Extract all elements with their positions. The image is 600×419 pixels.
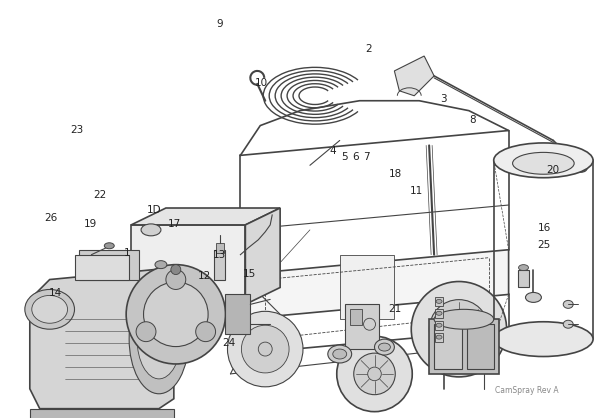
Text: 14: 14 bbox=[49, 288, 62, 298]
Text: 5: 5 bbox=[341, 153, 348, 163]
Text: 20: 20 bbox=[547, 165, 560, 175]
Ellipse shape bbox=[333, 349, 347, 359]
Ellipse shape bbox=[436, 300, 442, 303]
Circle shape bbox=[136, 322, 156, 341]
Polygon shape bbox=[394, 56, 434, 96]
Bar bbox=[345, 304, 379, 349]
Text: CamSpray Rev A: CamSpray Rev A bbox=[494, 386, 559, 395]
Ellipse shape bbox=[434, 309, 494, 329]
Polygon shape bbox=[241, 250, 509, 319]
Text: 16: 16 bbox=[538, 223, 551, 233]
Ellipse shape bbox=[512, 153, 574, 174]
Bar bbox=[74, 255, 129, 279]
Bar bbox=[434, 324, 462, 369]
Text: 13: 13 bbox=[213, 250, 226, 260]
Ellipse shape bbox=[494, 322, 593, 357]
Text: 1: 1 bbox=[124, 248, 130, 258]
Circle shape bbox=[411, 282, 506, 377]
Circle shape bbox=[196, 322, 215, 341]
Ellipse shape bbox=[563, 300, 573, 308]
Bar bbox=[226, 295, 250, 334]
Ellipse shape bbox=[526, 292, 541, 303]
Text: 9: 9 bbox=[216, 19, 223, 29]
Bar bbox=[467, 324, 494, 369]
Circle shape bbox=[171, 265, 181, 274]
Bar bbox=[340, 255, 394, 319]
Ellipse shape bbox=[436, 335, 442, 339]
Ellipse shape bbox=[518, 265, 529, 271]
Bar bbox=[429, 319, 499, 374]
Text: 18: 18 bbox=[389, 169, 402, 179]
Bar bbox=[518, 269, 529, 287]
Circle shape bbox=[126, 265, 226, 364]
Bar bbox=[435, 321, 443, 330]
Ellipse shape bbox=[436, 311, 442, 315]
Ellipse shape bbox=[32, 295, 68, 323]
Ellipse shape bbox=[129, 285, 189, 394]
Circle shape bbox=[354, 353, 395, 395]
Text: 21: 21 bbox=[389, 304, 402, 314]
Text: 8: 8 bbox=[470, 115, 476, 125]
Bar bbox=[30, 409, 174, 419]
Bar bbox=[131, 225, 245, 304]
Ellipse shape bbox=[575, 164, 587, 172]
Text: 3: 3 bbox=[440, 94, 446, 104]
Circle shape bbox=[451, 321, 467, 338]
Circle shape bbox=[241, 325, 289, 373]
Polygon shape bbox=[131, 208, 280, 225]
Text: 12: 12 bbox=[198, 271, 211, 281]
Text: 26: 26 bbox=[44, 213, 58, 223]
Text: 7: 7 bbox=[364, 153, 370, 163]
Circle shape bbox=[227, 311, 303, 387]
Circle shape bbox=[258, 342, 272, 356]
Circle shape bbox=[166, 269, 186, 290]
Text: 17: 17 bbox=[168, 219, 181, 229]
Text: 2: 2 bbox=[365, 44, 372, 54]
Circle shape bbox=[143, 282, 208, 347]
Bar bbox=[350, 309, 362, 325]
Text: 6: 6 bbox=[352, 153, 359, 163]
Text: 23: 23 bbox=[70, 125, 83, 135]
Text: 1D: 1D bbox=[146, 204, 161, 215]
Polygon shape bbox=[30, 269, 174, 409]
Bar bbox=[435, 297, 443, 306]
Text: 25: 25 bbox=[538, 240, 551, 250]
Text: 19: 19 bbox=[83, 219, 97, 229]
Ellipse shape bbox=[137, 300, 181, 379]
Ellipse shape bbox=[328, 345, 352, 363]
Ellipse shape bbox=[563, 320, 573, 328]
Ellipse shape bbox=[141, 224, 161, 236]
Text: 22: 22 bbox=[94, 190, 107, 200]
Ellipse shape bbox=[436, 323, 442, 327]
Text: 15: 15 bbox=[243, 269, 256, 279]
Text: 4: 4 bbox=[329, 146, 336, 156]
Text: 24: 24 bbox=[222, 338, 235, 348]
Ellipse shape bbox=[494, 143, 593, 178]
Ellipse shape bbox=[104, 243, 114, 249]
Circle shape bbox=[368, 367, 381, 381]
Bar bbox=[215, 243, 224, 253]
Ellipse shape bbox=[155, 261, 167, 269]
Ellipse shape bbox=[25, 290, 74, 329]
Text: 10: 10 bbox=[254, 78, 268, 88]
Bar bbox=[435, 309, 443, 318]
Circle shape bbox=[337, 336, 412, 411]
Polygon shape bbox=[245, 208, 280, 304]
Bar bbox=[79, 250, 139, 279]
Bar bbox=[214, 250, 226, 279]
Bar bbox=[435, 333, 443, 342]
Ellipse shape bbox=[379, 343, 391, 351]
Text: 11: 11 bbox=[410, 186, 423, 196]
Ellipse shape bbox=[374, 339, 394, 355]
Circle shape bbox=[430, 300, 488, 359]
